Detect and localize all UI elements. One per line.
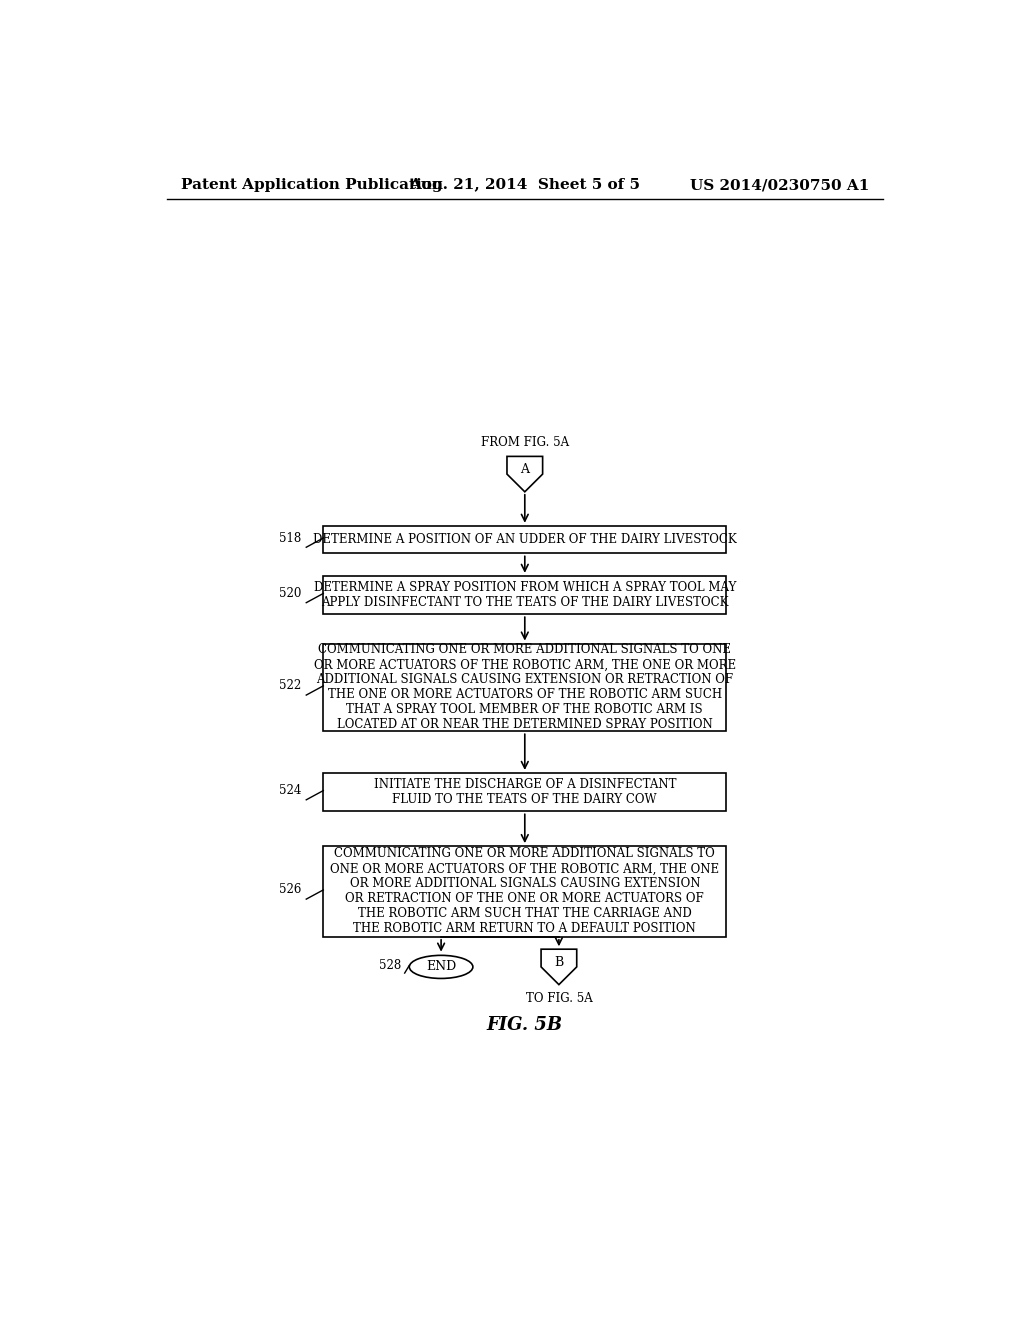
FancyBboxPatch shape — [324, 644, 726, 731]
Polygon shape — [541, 949, 577, 985]
FancyBboxPatch shape — [324, 576, 726, 614]
FancyBboxPatch shape — [324, 846, 726, 937]
Text: COMMUNICATING ONE OR MORE ADDITIONAL SIGNALS TO
ONE OR MORE ACTUATORS OF THE ROB: COMMUNICATING ONE OR MORE ADDITIONAL SIG… — [330, 847, 720, 936]
Text: 520: 520 — [280, 587, 302, 601]
Text: A: A — [520, 463, 529, 477]
Text: US 2014/0230750 A1: US 2014/0230750 A1 — [689, 178, 869, 193]
Text: 522: 522 — [280, 680, 302, 693]
Text: FROM FIG. 5A: FROM FIG. 5A — [480, 436, 569, 449]
Text: FIG. 5B: FIG. 5B — [486, 1015, 563, 1034]
Text: 518: 518 — [280, 532, 302, 545]
Polygon shape — [507, 457, 543, 492]
FancyBboxPatch shape — [324, 774, 726, 812]
Text: Patent Application Publication: Patent Application Publication — [180, 178, 442, 193]
Text: 524: 524 — [280, 784, 302, 797]
Text: DETERMINE A POSITION OF AN UDDER OF THE DAIRY LIVESTOCK: DETERMINE A POSITION OF AN UDDER OF THE … — [313, 533, 736, 546]
Text: END: END — [426, 961, 457, 973]
Text: INITIATE THE DISCHARGE OF A DISINFECTANT
FLUID TO THE TEATS OF THE DAIRY COW: INITIATE THE DISCHARGE OF A DISINFECTANT… — [374, 777, 676, 807]
Text: 526: 526 — [280, 883, 302, 896]
Text: COMMUNICATING ONE OR MORE ADDITIONAL SIGNALS TO ONE
OR MORE ACTUATORS OF THE ROB: COMMUNICATING ONE OR MORE ADDITIONAL SIG… — [313, 643, 736, 731]
Text: TO FIG. 5A: TO FIG. 5A — [525, 993, 592, 1006]
Text: DETERMINE A SPRAY POSITION FROM WHICH A SPRAY TOOL MAY
APPLY DISINFECTANT TO THE: DETERMINE A SPRAY POSITION FROM WHICH A … — [313, 581, 736, 609]
FancyBboxPatch shape — [324, 525, 726, 553]
Text: B: B — [554, 956, 563, 969]
Text: 528: 528 — [379, 958, 400, 972]
Ellipse shape — [410, 956, 473, 978]
Text: Aug. 21, 2014  Sheet 5 of 5: Aug. 21, 2014 Sheet 5 of 5 — [410, 178, 640, 193]
